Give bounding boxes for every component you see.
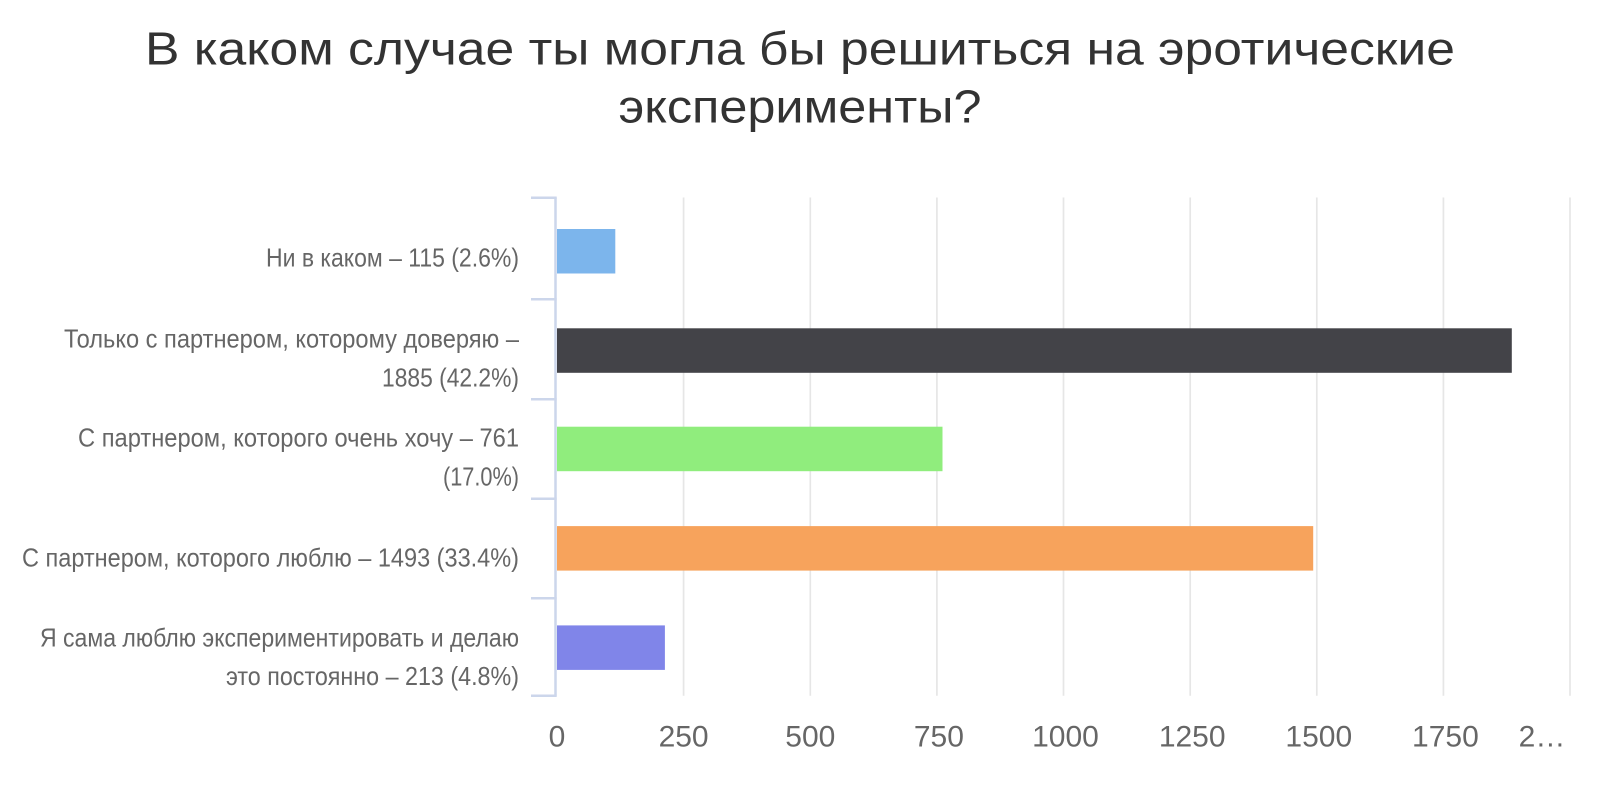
- svg-text:1250: 1250: [1159, 720, 1226, 753]
- svg-text:Ни в каком – 115 (2.6%): Ни в каком – 115 (2.6%): [266, 243, 519, 273]
- svg-text:0: 0: [549, 720, 566, 753]
- svg-text:это постоянно – 213 (4.8%): это постоянно – 213 (4.8%): [226, 661, 519, 691]
- svg-text:Только с партнером, которому д: Только с партнером, которому доверяю –: [64, 324, 519, 354]
- svg-text:В каком случае ты могла бы реш: В каком случае ты могла бы решиться на э…: [145, 23, 1455, 75]
- svg-text:750: 750: [914, 720, 964, 753]
- svg-text:С партнером, которого люблю –: С партнером, которого люблю – 1493 (33.4…: [22, 543, 519, 573]
- svg-text:С партнером, которого очень хо: С партнером, которого очень хочу – 761: [78, 423, 519, 453]
- svg-text:эксперименты?: эксперименты?: [619, 80, 982, 132]
- svg-text:1750: 1750: [1412, 720, 1479, 753]
- svg-text:Я сама люблю экспериментироват: Я сама люблю экспериментировать и делаю: [40, 622, 519, 652]
- svg-text:1500: 1500: [1285, 720, 1352, 753]
- svg-text:250: 250: [659, 720, 709, 753]
- svg-text:1885 (42.2%): 1885 (42.2%): [382, 362, 519, 392]
- svg-text:1000: 1000: [1032, 720, 1099, 753]
- svg-text:(17.0%): (17.0%): [443, 461, 519, 491]
- svg-text:500: 500: [785, 720, 835, 753]
- svg-text:2…: 2…: [1519, 720, 1566, 753]
